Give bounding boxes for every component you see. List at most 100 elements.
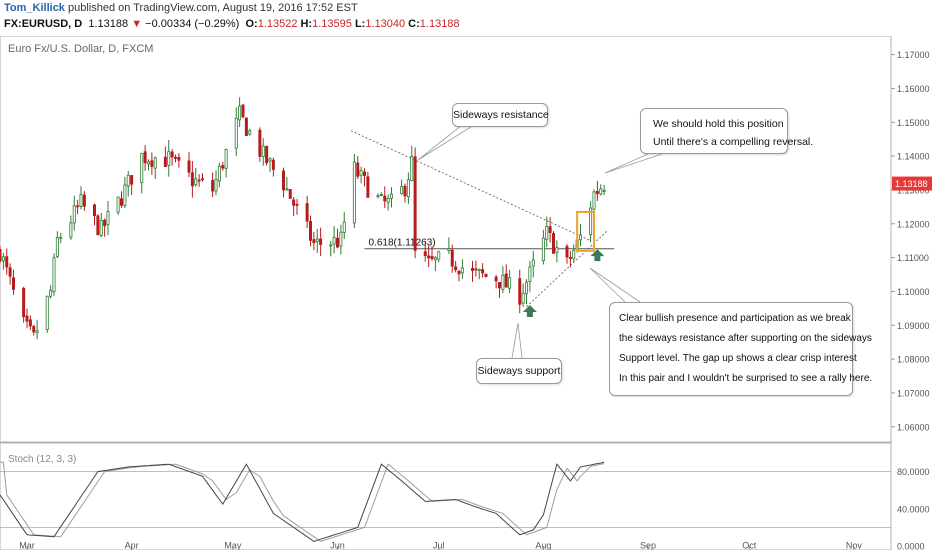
candle-body (28, 319, 32, 327)
price-tick-label: 1.11000 (897, 253, 929, 263)
author-link[interactable]: Tom_Killick (4, 2, 65, 14)
candle-body (579, 234, 582, 241)
candle-body (450, 249, 454, 267)
candle-body (285, 188, 289, 191)
candle-body (22, 287, 26, 318)
price-tick-label: 1.10000 (897, 287, 930, 297)
candle-body (433, 257, 437, 261)
candle-body (447, 248, 451, 251)
time-tick-label: Sep (640, 541, 656, 550)
close-label: C: (408, 18, 420, 30)
candle-body (356, 162, 360, 177)
candle-body (521, 292, 525, 304)
candle-body (339, 231, 343, 247)
candle-body (376, 195, 380, 197)
candle-body (153, 157, 157, 169)
candle-body (221, 165, 225, 169)
candle-body (379, 193, 383, 196)
last-price-tag-label: 1.13188 (895, 179, 928, 189)
candle-body (565, 246, 569, 258)
candle-body (103, 219, 107, 227)
candle-body (595, 191, 599, 194)
candle-body (271, 159, 275, 170)
candle-body (319, 238, 323, 245)
candle-body (1, 256, 5, 262)
candle-body (59, 236, 63, 239)
candle-body (498, 281, 501, 289)
low-value: 1.13040 (365, 18, 406, 30)
candle-body (76, 205, 80, 208)
candle-body (525, 281, 528, 295)
candle-body (352, 161, 356, 224)
candle-body (261, 145, 265, 158)
ohlc-line: FX:EURUSD, D 1.13188 ▼ −0.00334 (−0.29%)… (4, 18, 460, 30)
callout-text: Sideways support (477, 365, 561, 377)
candle-body (79, 194, 83, 207)
candle-body (305, 203, 309, 222)
candle-body (143, 151, 147, 164)
candle-body (312, 239, 316, 244)
candle-body (501, 274, 505, 290)
last-price: 1.13188 (88, 18, 129, 30)
bullish-analysis-callout: Clear bullish presence and participation… (609, 302, 872, 396)
up-arrow-icon (522, 304, 537, 317)
candle-body (292, 199, 296, 206)
time-tick-label: Jun (330, 541, 345, 550)
candle-body (427, 255, 431, 259)
candle-body (477, 268, 481, 272)
stoch-axis: 80.0000 40.0000 0.0000 (0, 467, 930, 550)
candle-body (126, 175, 130, 187)
stoch-legend: Stoch (12, 3, 3) (8, 454, 76, 465)
callout-text: Sideways resistance (453, 109, 549, 121)
time-axis[interactable]: Mar Apr May Jun Jul Aug Sep Oct Nov (19, 541, 862, 550)
candle-body (545, 226, 549, 240)
candle-body (494, 276, 498, 282)
price-change: −0.00334 (−0.29%) (145, 18, 240, 30)
price-tick-label: 1.17000 (897, 50, 930, 60)
high-value: 1.13595 (312, 18, 352, 30)
candle-body (32, 326, 36, 333)
candle-body (288, 189, 292, 199)
candle-body (282, 170, 285, 191)
stoch-tick-label: 80.0000 (897, 467, 930, 477)
sideways-resistance-callout: Sideways resistance (452, 103, 549, 127)
candle-body (258, 129, 262, 157)
callout-pointer (511, 322, 523, 359)
time-tick-label: Apr (125, 541, 139, 550)
candle-body (52, 257, 56, 293)
candle-body (552, 233, 555, 254)
open-value: 1.13522 (257, 18, 298, 30)
candle-body (238, 105, 242, 121)
price-tick-label: 1.15000 (897, 118, 930, 128)
candle-body (568, 256, 572, 259)
candle-body (241, 104, 245, 118)
callout-line: Until there's a compelling reversal. (653, 136, 814, 148)
hold-position-callout: We should hold this position Until there… (640, 108, 814, 154)
price-axis[interactable]: 1.170001.160001.150001.140001.130001.120… (891, 50, 930, 432)
price-tick-label: 1.16000 (897, 84, 930, 94)
candle-body (504, 273, 508, 288)
candle-body (315, 238, 319, 242)
candle-body (217, 165, 221, 182)
price-chart[interactable]: 1.170001.160001.150001.140001.130001.120… (0, 36, 932, 550)
callout-pointer (604, 153, 663, 174)
candle-body (602, 190, 606, 192)
time-tick-label: May (224, 541, 242, 550)
candle-body (471, 267, 474, 271)
candle-body (147, 161, 150, 165)
open-label: O: (245, 18, 258, 30)
fib-level-label: 0.618(1.11263) (369, 238, 436, 249)
candle-body (174, 156, 177, 159)
candle-body (12, 277, 15, 290)
candle-body (214, 178, 218, 192)
candlestick-series (0, 97, 606, 340)
candle-body (592, 191, 596, 210)
candle-body (359, 170, 363, 176)
candle-body (454, 266, 458, 271)
candle-body (72, 205, 76, 224)
candle-body (589, 207, 593, 236)
candle-body (201, 178, 204, 181)
candle-body (437, 251, 441, 260)
symbol-label: FX:EURUSD, D (4, 18, 83, 30)
chart-title: Euro Fx/U.S. Dollar, D, FXCM (8, 43, 153, 55)
